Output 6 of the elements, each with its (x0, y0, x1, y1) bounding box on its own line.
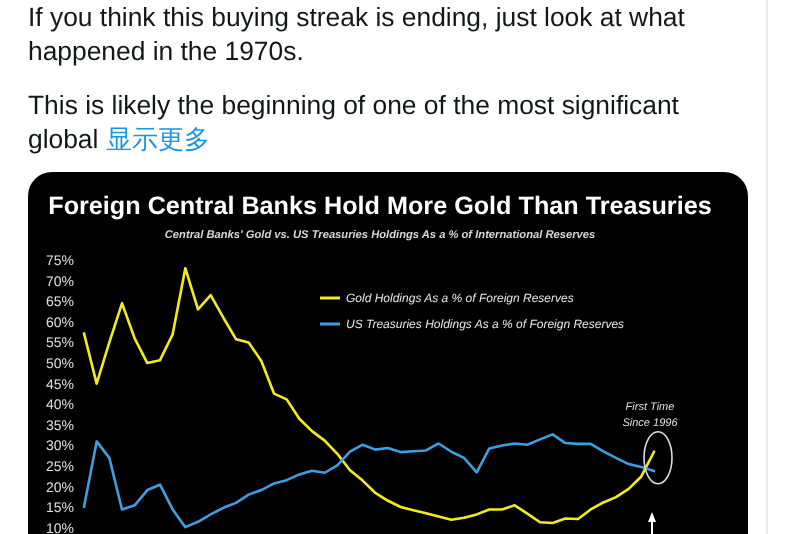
text: If you think this buying streak is ending, just look at what (28, 2, 686, 32)
chart-title: Foreign Central Banks Hold More Gold Than Treasuries (48, 192, 712, 220)
text: This is likely the beginning of one of the most significant (28, 90, 680, 120)
text: 显示更多 (106, 124, 211, 154)
text: happened in the 1970s. (28, 36, 304, 66)
text: global (28, 124, 99, 154)
